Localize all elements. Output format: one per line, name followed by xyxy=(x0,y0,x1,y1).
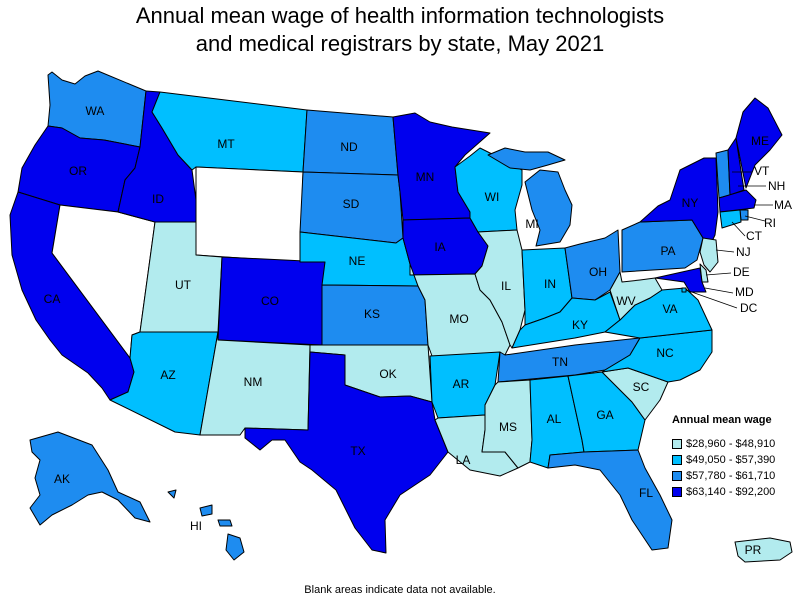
state-label-nd: ND xyxy=(340,140,358,154)
state-ct[interactable] xyxy=(719,209,742,229)
state-pr[interactable] xyxy=(734,537,793,563)
title-line-1: Annual mean wage of health information t… xyxy=(135,3,665,28)
state-label-al: AL xyxy=(547,412,562,426)
state-label-az: AZ xyxy=(160,368,175,382)
state-label-ga: GA xyxy=(596,408,613,422)
legend-swatch-class-3 xyxy=(672,471,682,481)
state-label-ks: KS xyxy=(364,307,380,321)
state-label-ia: IA xyxy=(434,240,445,254)
state-label-tn: TN xyxy=(552,355,568,369)
legend-swatch-class-1 xyxy=(672,439,682,449)
legend-label: $49,050 - $57,390 xyxy=(686,454,776,466)
state-label-fl: FL xyxy=(639,486,653,500)
footnote: Blank areas indicate data not available. xyxy=(304,584,496,596)
state-dc[interactable] xyxy=(681,287,687,293)
legend-item: $57,780 - $61,710 xyxy=(672,468,798,484)
state-md[interactable] xyxy=(654,267,707,293)
state-label-oh: OH xyxy=(589,265,607,279)
legend-label: $63,140 - $92,200 xyxy=(686,486,776,498)
state-label-pr: PR xyxy=(745,543,762,557)
state-ma[interactable] xyxy=(718,189,757,213)
state-wi[interactable] xyxy=(454,147,523,233)
state-label-nh: NH xyxy=(768,179,785,193)
state-label-ar: AR xyxy=(453,377,470,391)
state-ny[interactable] xyxy=(639,157,719,251)
state-label-mt: MT xyxy=(217,137,235,151)
state-label-ct: CT xyxy=(746,229,763,243)
state-tx[interactable] xyxy=(244,351,449,554)
state-label-mn: MN xyxy=(416,170,435,184)
legend-title: Annual mean wage xyxy=(672,414,772,426)
state-label-ca: CA xyxy=(44,292,61,306)
state-nj[interactable] xyxy=(699,237,719,273)
state-label-ut: UT xyxy=(175,278,192,292)
state-label-sd: SD xyxy=(343,197,360,211)
state-label-vt: VT xyxy=(754,164,770,178)
state-label-nm: NM xyxy=(244,375,263,389)
state-me[interactable] xyxy=(735,97,783,189)
title-line-2: and medical registrars by state, May 202… xyxy=(195,31,605,56)
state-label-sc: SC xyxy=(633,380,650,394)
state-label-dc: DC xyxy=(740,301,758,315)
state-label-ky: KY xyxy=(572,318,588,332)
state-label-de: DE xyxy=(733,265,750,279)
state-label-ne: NE xyxy=(349,254,366,268)
state-label-id: ID xyxy=(152,192,164,206)
state-label-hi: HI xyxy=(190,519,202,533)
state-label-ak: AK xyxy=(54,472,70,486)
state-hi[interactable] xyxy=(167,489,245,561)
state-label-la: LA xyxy=(456,453,471,467)
legend-item: $63,140 - $92,200 xyxy=(672,484,798,500)
state-wv[interactable] xyxy=(609,271,663,321)
state-label-nj: NJ xyxy=(736,245,751,259)
state-label-mo: MO xyxy=(449,312,468,326)
state-label-ms: MS xyxy=(499,420,517,434)
state-nc[interactable] xyxy=(601,329,713,383)
state-wy[interactable] xyxy=(195,166,304,263)
state-label-in: IN xyxy=(544,277,556,291)
state-label-ri: RI xyxy=(764,216,776,230)
legend-label: $57,780 - $61,710 xyxy=(686,470,776,482)
state-label-or: OR xyxy=(69,164,87,178)
state-mi[interactable] xyxy=(487,147,573,247)
state-label-ok: OK xyxy=(379,367,396,381)
state-label-mi: MI xyxy=(525,217,538,231)
state-label-va: VA xyxy=(662,302,677,316)
state-label-ma: MA xyxy=(774,198,792,212)
state-label-wi: WI xyxy=(485,190,500,204)
legend-label: $28,960 - $48,910 xyxy=(686,438,776,450)
state-label-ny: NY xyxy=(682,196,699,210)
legend-item: $49,050 - $57,390 xyxy=(672,452,798,468)
state-fl[interactable] xyxy=(547,449,673,551)
state-label-pa: PA xyxy=(660,244,675,258)
state-label-wa: WA xyxy=(86,104,105,118)
legend-item: $28,960 - $48,910 xyxy=(672,436,798,452)
state-label-il: IL xyxy=(501,279,511,293)
state-ak[interactable] xyxy=(29,431,151,526)
legend-swatch-class-2 xyxy=(672,455,682,465)
state-label-me: ME xyxy=(751,134,769,148)
state-label-wv: WV xyxy=(616,294,635,308)
state-label-tx: TX xyxy=(350,444,365,458)
state-label-md: MD xyxy=(735,285,754,299)
state-label-nc: NC xyxy=(656,346,674,360)
map-title: Annual mean wage of health information t… xyxy=(0,2,800,58)
legend: Annual mean wage $28,960 - $48,910 $49,0… xyxy=(672,414,798,500)
state-nh[interactable] xyxy=(727,137,745,196)
legend-swatch-class-4 xyxy=(672,487,682,497)
state-label-co: CO xyxy=(261,294,279,308)
